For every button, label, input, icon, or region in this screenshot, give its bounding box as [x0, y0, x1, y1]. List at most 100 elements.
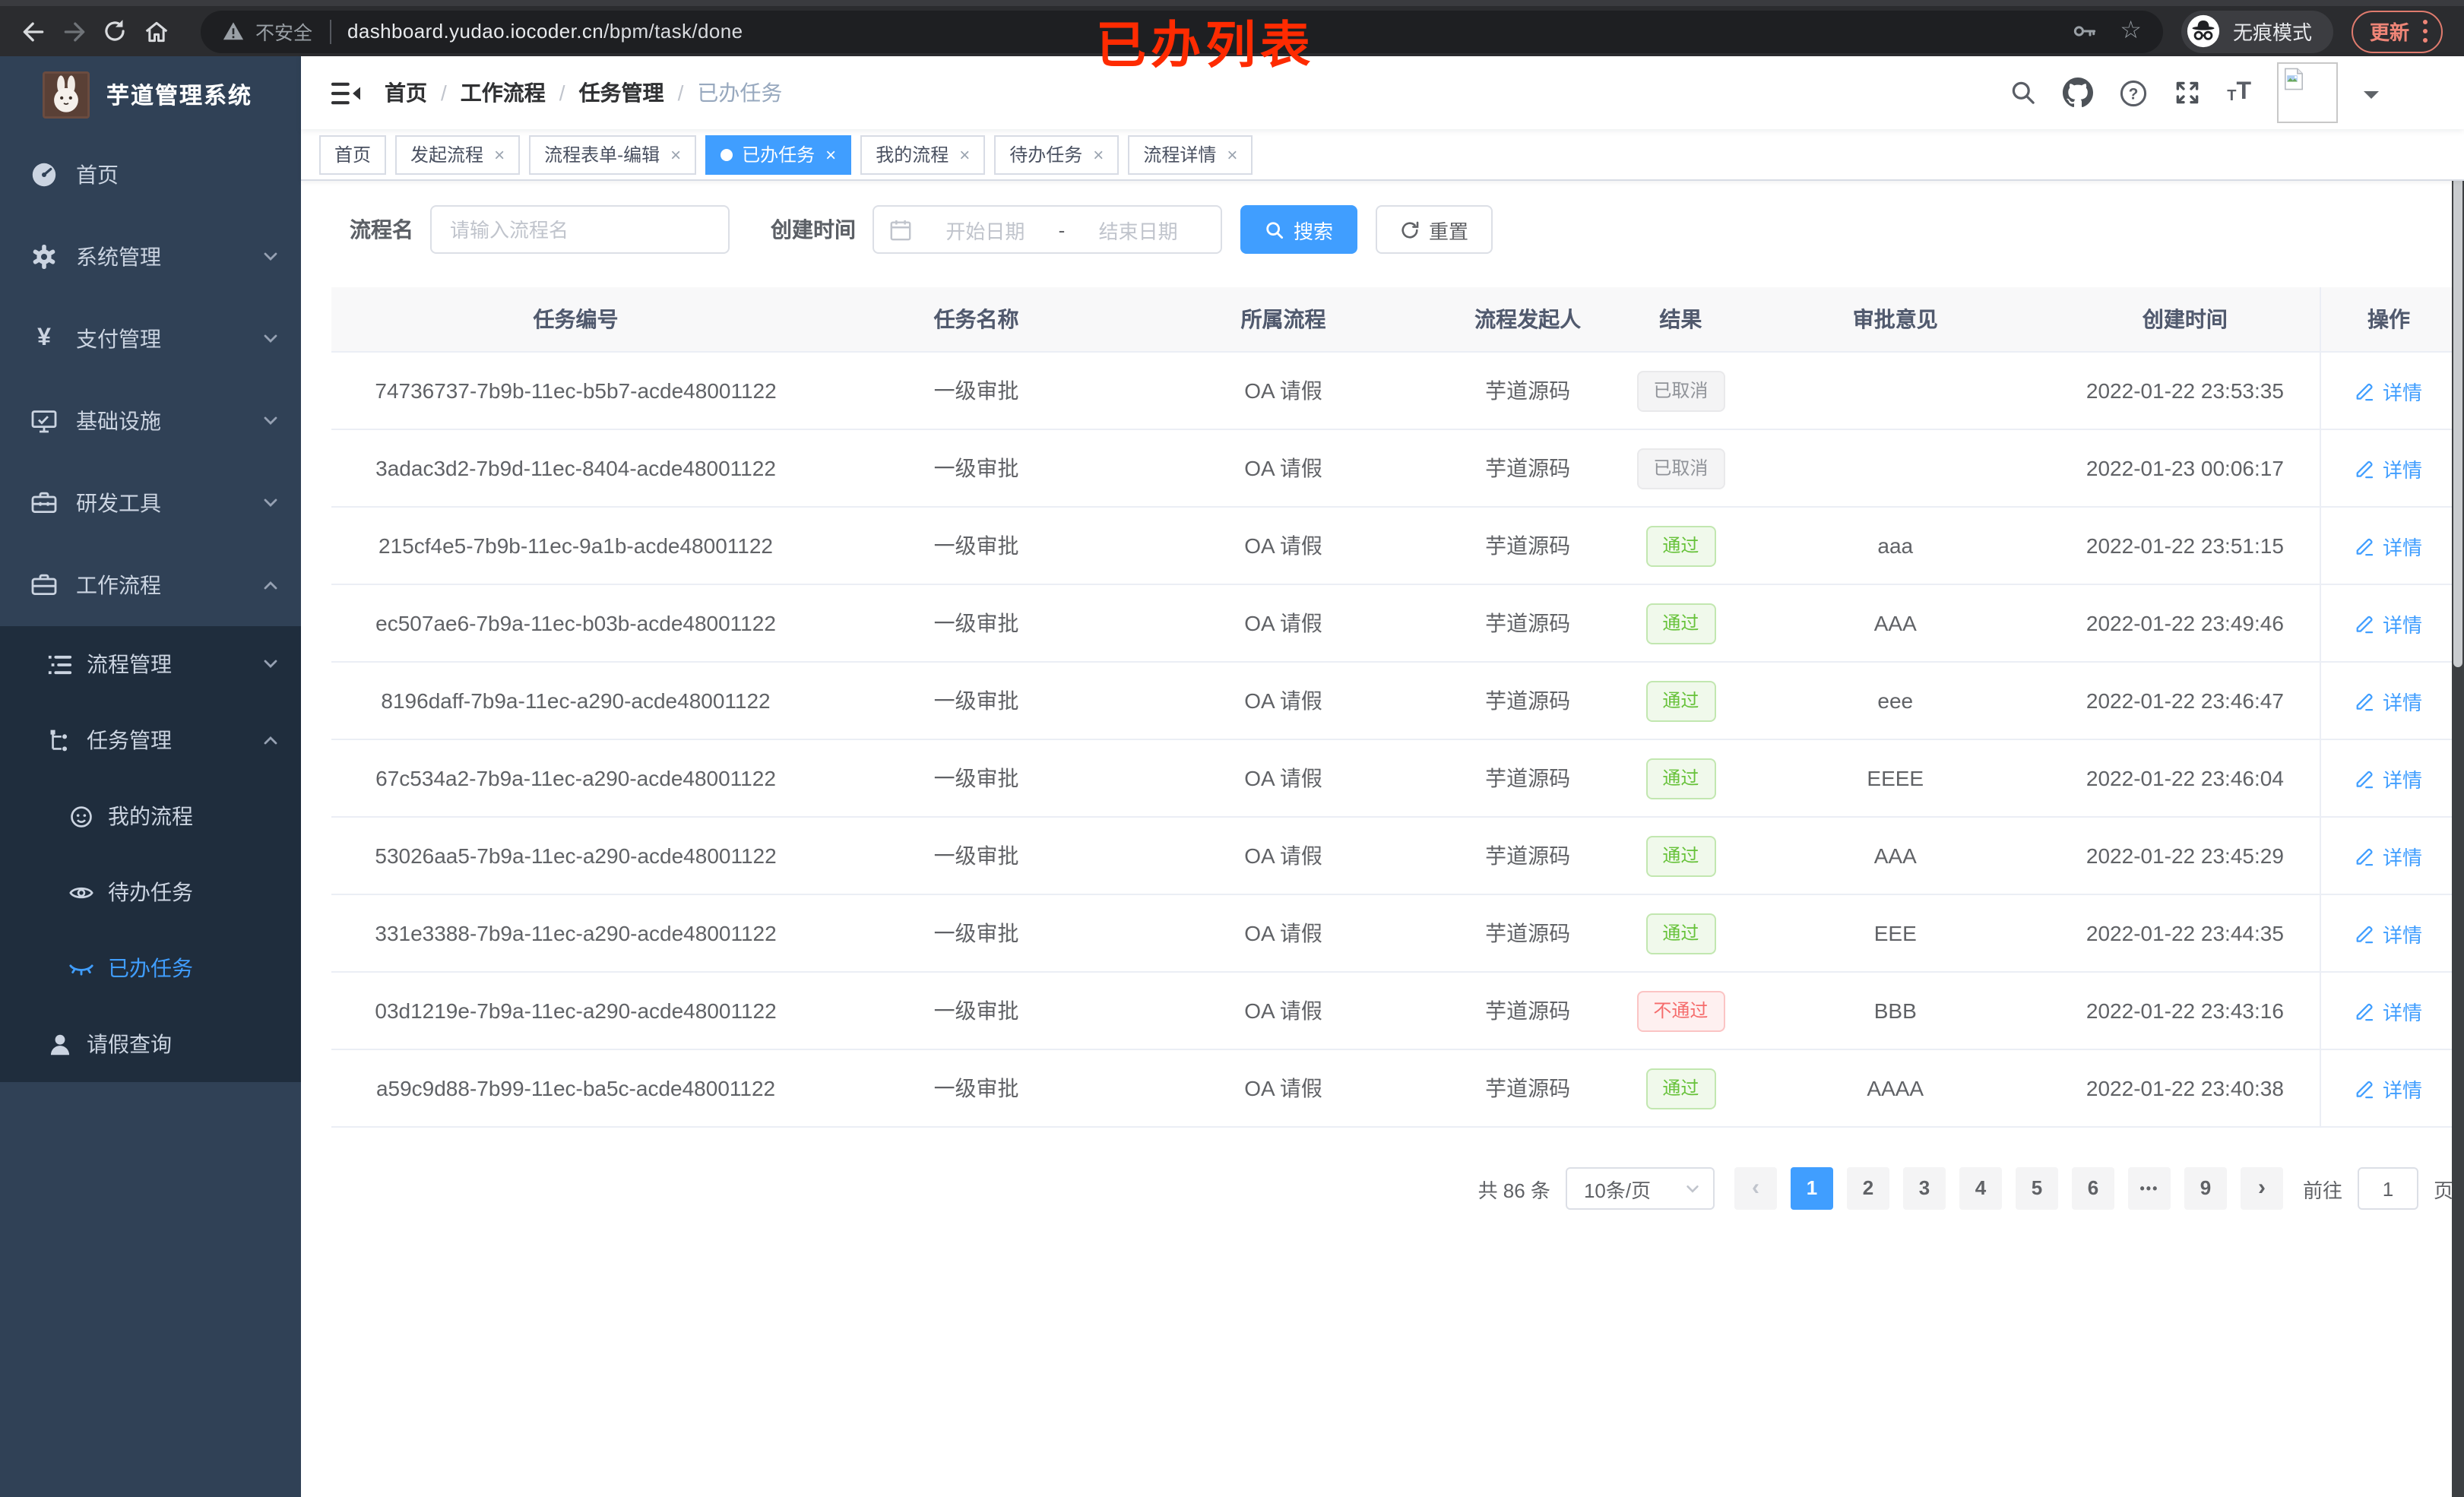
goto-page-input[interactable]	[2357, 1167, 2418, 1210]
bookmark-star-icon[interactable]: ☆	[2120, 17, 2142, 43]
tab-close-icon[interactable]: ×	[1093, 144, 1104, 165]
detail-link[interactable]: 详情	[2355, 1074, 2422, 1103]
sidebar-item-done-tasks[interactable]: 已办任务	[0, 930, 301, 1006]
detail-link[interactable]: 详情	[2355, 454, 2422, 483]
process-name-input[interactable]	[430, 205, 730, 254]
security-label: 不安全	[255, 23, 313, 44]
tab-首页[interactable]: 首页	[319, 135, 387, 174]
active-tab-dot	[721, 148, 733, 160]
sidebar-item-payment-mgmt[interactable]: ¥ 支付管理	[0, 298, 301, 380]
page-button-5[interactable]: 5	[2015, 1167, 2058, 1210]
detail-link[interactable]: 详情	[2355, 841, 2422, 870]
briefcase-icon	[30, 571, 58, 599]
fullscreen-icon[interactable]	[2174, 79, 2201, 106]
tab-close-icon[interactable]: ×	[825, 144, 837, 165]
cell-task-id: 67c534a2-7b9a-11ec-a290-acde48001122	[331, 739, 821, 818]
tab-close-icon[interactable]: ×	[494, 144, 505, 165]
tab-close-icon[interactable]: ×	[670, 144, 682, 165]
cell-comment: AAA	[1740, 584, 2051, 663]
tab-close-icon[interactable]: ×	[959, 144, 971, 165]
reset-button[interactable]: 重置	[1376, 205, 1493, 254]
prev-page-button[interactable]: ‹	[1734, 1167, 1777, 1210]
broken-image-icon	[2285, 68, 2303, 90]
key-icon[interactable]	[2071, 18, 2097, 44]
browser-reload-icon[interactable]	[94, 11, 135, 52]
next-page-button[interactable]: ›	[2240, 1167, 2283, 1210]
page-button-1[interactable]: 1	[1790, 1167, 1833, 1210]
more-pages-icon[interactable]: •••	[2127, 1167, 2171, 1210]
browser-chrome: 不安全 dashboard.yudao.iocoder.cn/bpm/task/…	[0, 0, 2464, 56]
cell-process: OA 请假	[1132, 429, 1435, 508]
sidebar-item-system-mgmt[interactable]: 系统管理	[0, 216, 301, 298]
sidebar-item-todo-tasks[interactable]: 待办任务	[0, 854, 301, 930]
date-range-picker[interactable]: 开始日期 - 结束日期	[873, 205, 1222, 254]
sidebar-item-dev-tools[interactable]: 研发工具	[0, 462, 301, 544]
browser-home-icon[interactable]	[135, 11, 176, 52]
svg-text:?: ?	[2129, 85, 2139, 103]
caret-down-icon[interactable]	[2364, 91, 2379, 106]
sidebar-item-label: 任务管理	[87, 728, 172, 752]
sidebar-item-infrastructure[interactable]: 基础设施	[0, 380, 301, 462]
breadcrumb-item-workflow[interactable]: 工作流程	[460, 81, 546, 105]
breadcrumb-item-home[interactable]: 首页	[385, 81, 427, 105]
sidebar-item-home[interactable]: 首页	[0, 134, 301, 216]
cell-process: OA 请假	[1132, 584, 1435, 663]
search-button[interactable]: 搜索	[1240, 205, 1358, 254]
sidebar-item-my-process[interactable]: 我的流程	[0, 778, 301, 854]
sidebar-item-task-mgmt[interactable]: 任务管理	[0, 702, 301, 778]
page-scrollbar[interactable]	[2452, 56, 2464, 1497]
browser-menu-icon[interactable]	[2423, 17, 2428, 45]
chevron-down-icon	[264, 498, 277, 507]
page-size-select[interactable]: 10条/页	[1565, 1167, 1715, 1210]
detail-link[interactable]: 详情	[2355, 686, 2422, 715]
cell-result: 不通过	[1621, 972, 1740, 1050]
column-header-流程发起人: 流程发起人	[1434, 287, 1622, 353]
hamburger-icon[interactable]	[316, 78, 375, 107]
page-button-3[interactable]: 3	[1902, 1167, 1946, 1210]
detail-link[interactable]: 详情	[2355, 531, 2422, 560]
scrollbar-thumb[interactable]	[2453, 59, 2462, 667]
font-size-icon[interactable]	[2227, 81, 2251, 105]
sidebar-item-workflow[interactable]: 工作流程	[0, 544, 301, 626]
tab-流程表单-编辑[interactable]: 流程表单-编辑 ×	[529, 135, 697, 174]
cell-task-id: 8196daff-7b9a-11ec-a290-acde48001122	[331, 662, 821, 740]
column-header-任务编号: 任务编号	[331, 287, 821, 353]
detail-link[interactable]: 详情	[2355, 996, 2422, 1025]
browser-forward-icon[interactable]	[53, 11, 94, 52]
breadcrumb-item-task-mgmt[interactable]: 任务管理	[578, 81, 664, 105]
detail-link[interactable]: 详情	[2355, 764, 2422, 793]
column-header-创建时间: 创建时间	[2050, 287, 2320, 353]
browser-back-icon[interactable]	[12, 11, 53, 52]
sidebar-item-leave-query[interactable]: 请假查询	[0, 1006, 301, 1082]
search-icon[interactable]	[2010, 79, 2037, 106]
cell-created-time: 2022-01-22 23:43:16	[2050, 972, 2320, 1050]
github-icon[interactable]	[2063, 78, 2094, 108]
tab-已办任务[interactable]: 已办任务 ×	[705, 135, 852, 174]
tab-待办任务[interactable]: 待办任务 ×	[994, 135, 1120, 174]
page-button-4[interactable]: 4	[1959, 1167, 2002, 1210]
tab-close-icon[interactable]: ×	[1227, 144, 1238, 165]
cell-process: OA 请假	[1132, 507, 1435, 585]
cell-result: 通过	[1621, 507, 1740, 585]
detail-link[interactable]: 详情	[2355, 376, 2422, 405]
cell-starter: 芋道源码	[1434, 1049, 1622, 1128]
page-button-9[interactable]: 9	[2184, 1167, 2227, 1210]
app-logo[interactable]: 芋道管理系统	[0, 56, 301, 134]
address-bar[interactable]: 不安全 dashboard.yudao.iocoder.cn/bpm/task/…	[201, 10, 2163, 52]
page-button-6[interactable]: 6	[2071, 1167, 2114, 1210]
detail-link[interactable]: 详情	[2355, 919, 2422, 948]
detail-link[interactable]: 详情	[2355, 609, 2422, 638]
cell-actions: 详情	[2319, 817, 2456, 895]
cell-task-name: 一级审批	[820, 1049, 1133, 1128]
cell-actions: 详情	[2319, 429, 2456, 508]
update-button[interactable]: 更新	[2351, 10, 2443, 52]
cell-actions: 详情	[2319, 662, 2456, 740]
tab-流程详情[interactable]: 流程详情 ×	[1128, 135, 1253, 174]
avatar[interactable]	[2277, 62, 2338, 123]
help-icon[interactable]: ?	[2119, 78, 2148, 107]
page-button-2[interactable]: 2	[1846, 1167, 1889, 1210]
tab-我的流程[interactable]: 我的流程 ×	[860, 135, 986, 174]
sidebar-item-process-mgmt[interactable]: 流程管理	[0, 626, 301, 702]
tab-发起流程[interactable]: 发起流程 ×	[395, 135, 521, 174]
goto-unit-label: 页	[2433, 1179, 2453, 1201]
